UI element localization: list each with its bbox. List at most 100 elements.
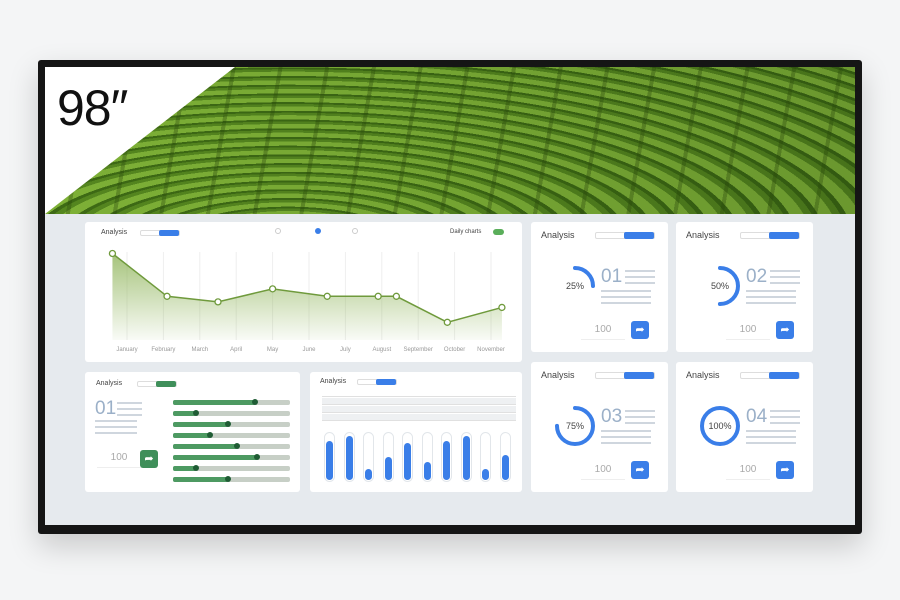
description-text bbox=[625, 410, 655, 428]
x-tick-label: April bbox=[230, 347, 243, 353]
card-title: Analysis bbox=[541, 370, 575, 380]
table-row bbox=[322, 398, 516, 405]
area-fill bbox=[112, 253, 502, 340]
description-text bbox=[601, 290, 651, 308]
progress-ring bbox=[555, 406, 595, 446]
progress-slider[interactable] bbox=[173, 476, 290, 482]
data-point[interactable] bbox=[498, 303, 506, 312]
slider-handle bbox=[193, 465, 200, 471]
share-arrow-button[interactable]: ➦ bbox=[140, 450, 158, 468]
line-chart-panel: Analysis Daily charts January February Mar… bbox=[85, 222, 522, 362]
table-row bbox=[322, 406, 516, 413]
bar bbox=[343, 432, 355, 482]
progress-slider[interactable] bbox=[173, 410, 290, 416]
x-tick-label: June bbox=[302, 347, 316, 353]
description-text bbox=[746, 430, 796, 448]
x-tick-label: July bbox=[340, 347, 351, 353]
card-title: Analysis bbox=[686, 370, 720, 380]
line-chart bbox=[108, 249, 506, 340]
progress-ring bbox=[700, 406, 740, 446]
description-text bbox=[770, 270, 800, 288]
value-field[interactable]: 100 bbox=[726, 460, 770, 480]
bar bbox=[441, 432, 452, 482]
item-number: 01 bbox=[601, 266, 623, 287]
progress-percent: 75% bbox=[565, 421, 584, 431]
value-field[interactable]: 100 bbox=[581, 320, 625, 340]
period-toggle[interactable] bbox=[137, 381, 177, 387]
x-tick-label: August bbox=[372, 347, 392, 353]
data-point[interactable] bbox=[268, 285, 277, 293]
daily-charts-toggle[interactable] bbox=[493, 229, 504, 235]
x-tick-label: September bbox=[403, 347, 433, 353]
daily-charts-label: Daily charts bbox=[450, 229, 482, 235]
data-point[interactable] bbox=[323, 292, 331, 300]
data-point[interactable] bbox=[374, 292, 382, 300]
share-arrow-button[interactable]: ➦ bbox=[631, 461, 649, 479]
analysis-card: Analysis 25% 01 100 ➦ bbox=[531, 222, 668, 352]
period-toggle[interactable] bbox=[595, 232, 655, 239]
slider-panel: Analysis 01 100 ➦ bbox=[85, 372, 300, 492]
slider-handle bbox=[254, 454, 261, 460]
data-point[interactable] bbox=[392, 292, 401, 300]
value-field[interactable]: 100 bbox=[726, 320, 770, 340]
description-text bbox=[95, 420, 137, 438]
item-number: 01 bbox=[95, 398, 117, 419]
panel-title: Analysis bbox=[96, 380, 123, 387]
bar bbox=[363, 432, 374, 482]
period-toggle[interactable] bbox=[740, 372, 800, 379]
item-number: 04 bbox=[746, 406, 768, 427]
progress-slider[interactable] bbox=[173, 399, 290, 405]
screen-size-label: 98″ bbox=[57, 80, 128, 136]
share-arrow-button[interactable]: ➦ bbox=[776, 461, 794, 479]
tv-screen: 98″ Analysis Daily charts January Februar… bbox=[45, 67, 855, 525]
progress-percent: 100% bbox=[708, 421, 732, 431]
slider-handle bbox=[224, 421, 231, 427]
card-title: Analysis bbox=[686, 230, 720, 240]
period-toggle[interactable] bbox=[595, 372, 655, 379]
slider-handle bbox=[224, 476, 231, 482]
legend-radio[interactable] bbox=[275, 228, 281, 234]
share-arrow-button[interactable]: ➦ bbox=[776, 321, 794, 339]
period-toggle[interactable] bbox=[740, 232, 800, 239]
x-tick-label: March bbox=[191, 347, 209, 353]
description-text bbox=[746, 290, 796, 308]
data-point[interactable] bbox=[163, 292, 171, 300]
value-field[interactable]: 100 bbox=[97, 448, 141, 468]
bar bbox=[402, 432, 413, 482]
x-tick-label: October bbox=[443, 347, 466, 353]
slider-handle bbox=[207, 432, 214, 438]
bar bbox=[324, 432, 335, 482]
x-tick-label: January bbox=[116, 347, 138, 353]
item-number: 03 bbox=[601, 406, 623, 427]
bar-chart-panel: Analysis bbox=[310, 372, 522, 492]
data-point[interactable] bbox=[108, 249, 117, 258]
progress-ring bbox=[700, 266, 740, 306]
legend-radio[interactable] bbox=[352, 228, 358, 234]
analysis-card: Analysis 50% 02 100 ➦ bbox=[676, 222, 813, 352]
legend-radio-selected[interactable] bbox=[315, 228, 321, 234]
x-tick-label: May bbox=[266, 347, 279, 353]
bar bbox=[480, 432, 491, 482]
progress-ring bbox=[555, 266, 595, 306]
progress-slider[interactable] bbox=[173, 454, 290, 460]
data-point[interactable] bbox=[443, 318, 451, 326]
progress-percent: 25% bbox=[565, 281, 584, 291]
description-text bbox=[770, 410, 800, 428]
slider-handle bbox=[193, 410, 200, 416]
slider-handle bbox=[251, 399, 258, 405]
period-toggle[interactable] bbox=[140, 230, 180, 236]
card-title: Analysis bbox=[541, 230, 575, 240]
analysis-card: Analysis 75% 03 100 ➦ bbox=[531, 362, 668, 492]
value-field[interactable]: 100 bbox=[581, 460, 625, 480]
period-toggle[interactable] bbox=[357, 379, 397, 385]
progress-slider[interactable] bbox=[173, 443, 290, 449]
table-header bbox=[322, 390, 516, 397]
progress-slider[interactable] bbox=[173, 432, 290, 438]
data-point[interactable] bbox=[214, 298, 222, 306]
description-text bbox=[601, 430, 651, 448]
progress-slider[interactable] bbox=[173, 421, 290, 427]
x-tick-label: November bbox=[477, 347, 505, 353]
share-arrow-button[interactable]: ➦ bbox=[631, 321, 649, 339]
progress-slider[interactable] bbox=[173, 465, 290, 471]
bar bbox=[499, 432, 511, 482]
